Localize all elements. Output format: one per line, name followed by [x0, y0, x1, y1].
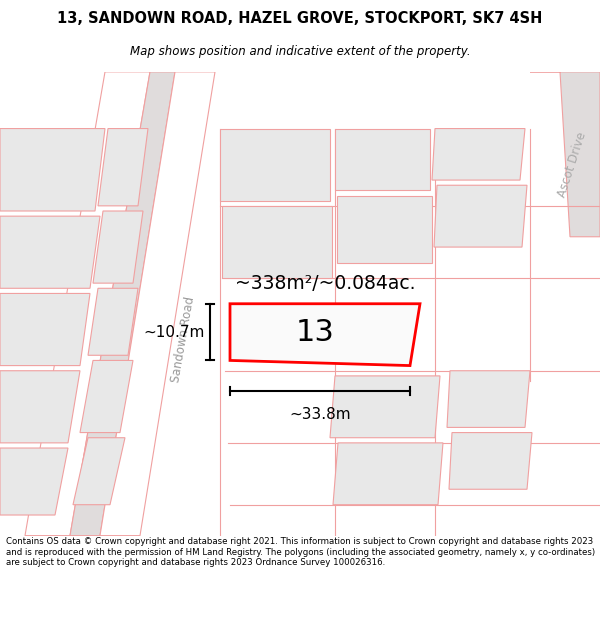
Polygon shape	[70, 72, 175, 536]
Polygon shape	[337, 196, 432, 262]
Polygon shape	[434, 185, 527, 247]
Polygon shape	[333, 443, 443, 505]
Polygon shape	[73, 438, 125, 505]
Polygon shape	[100, 72, 215, 536]
Polygon shape	[530, 72, 600, 237]
Polygon shape	[330, 376, 440, 438]
Polygon shape	[230, 304, 420, 366]
Polygon shape	[25, 72, 150, 536]
Polygon shape	[449, 432, 532, 489]
Polygon shape	[220, 129, 330, 201]
Text: Contains OS data © Crown copyright and database right 2021. This information is : Contains OS data © Crown copyright and d…	[6, 538, 595, 568]
Polygon shape	[93, 211, 143, 283]
Text: 13: 13	[296, 318, 334, 347]
Polygon shape	[222, 206, 332, 278]
Polygon shape	[432, 129, 525, 180]
Polygon shape	[88, 288, 138, 355]
Text: 13, SANDOWN ROAD, HAZEL GROVE, STOCKPORT, SK7 4SH: 13, SANDOWN ROAD, HAZEL GROVE, STOCKPORT…	[58, 11, 542, 26]
Polygon shape	[0, 129, 105, 211]
Polygon shape	[80, 361, 133, 432]
Text: ~338m²/~0.084ac.: ~338m²/~0.084ac.	[235, 274, 415, 292]
Polygon shape	[98, 129, 148, 206]
Polygon shape	[0, 294, 90, 366]
Text: Map shows position and indicative extent of the property.: Map shows position and indicative extent…	[130, 44, 470, 58]
Polygon shape	[0, 448, 68, 515]
Polygon shape	[0, 371, 80, 443]
Polygon shape	[335, 129, 430, 191]
Text: Sandown Road: Sandown Road	[169, 296, 197, 384]
Text: ~10.7m: ~10.7m	[143, 324, 205, 339]
Text: Ascot Drive: Ascot Drive	[556, 131, 589, 199]
Polygon shape	[447, 371, 530, 428]
Text: ~33.8m: ~33.8m	[289, 407, 351, 422]
Polygon shape	[0, 216, 100, 288]
